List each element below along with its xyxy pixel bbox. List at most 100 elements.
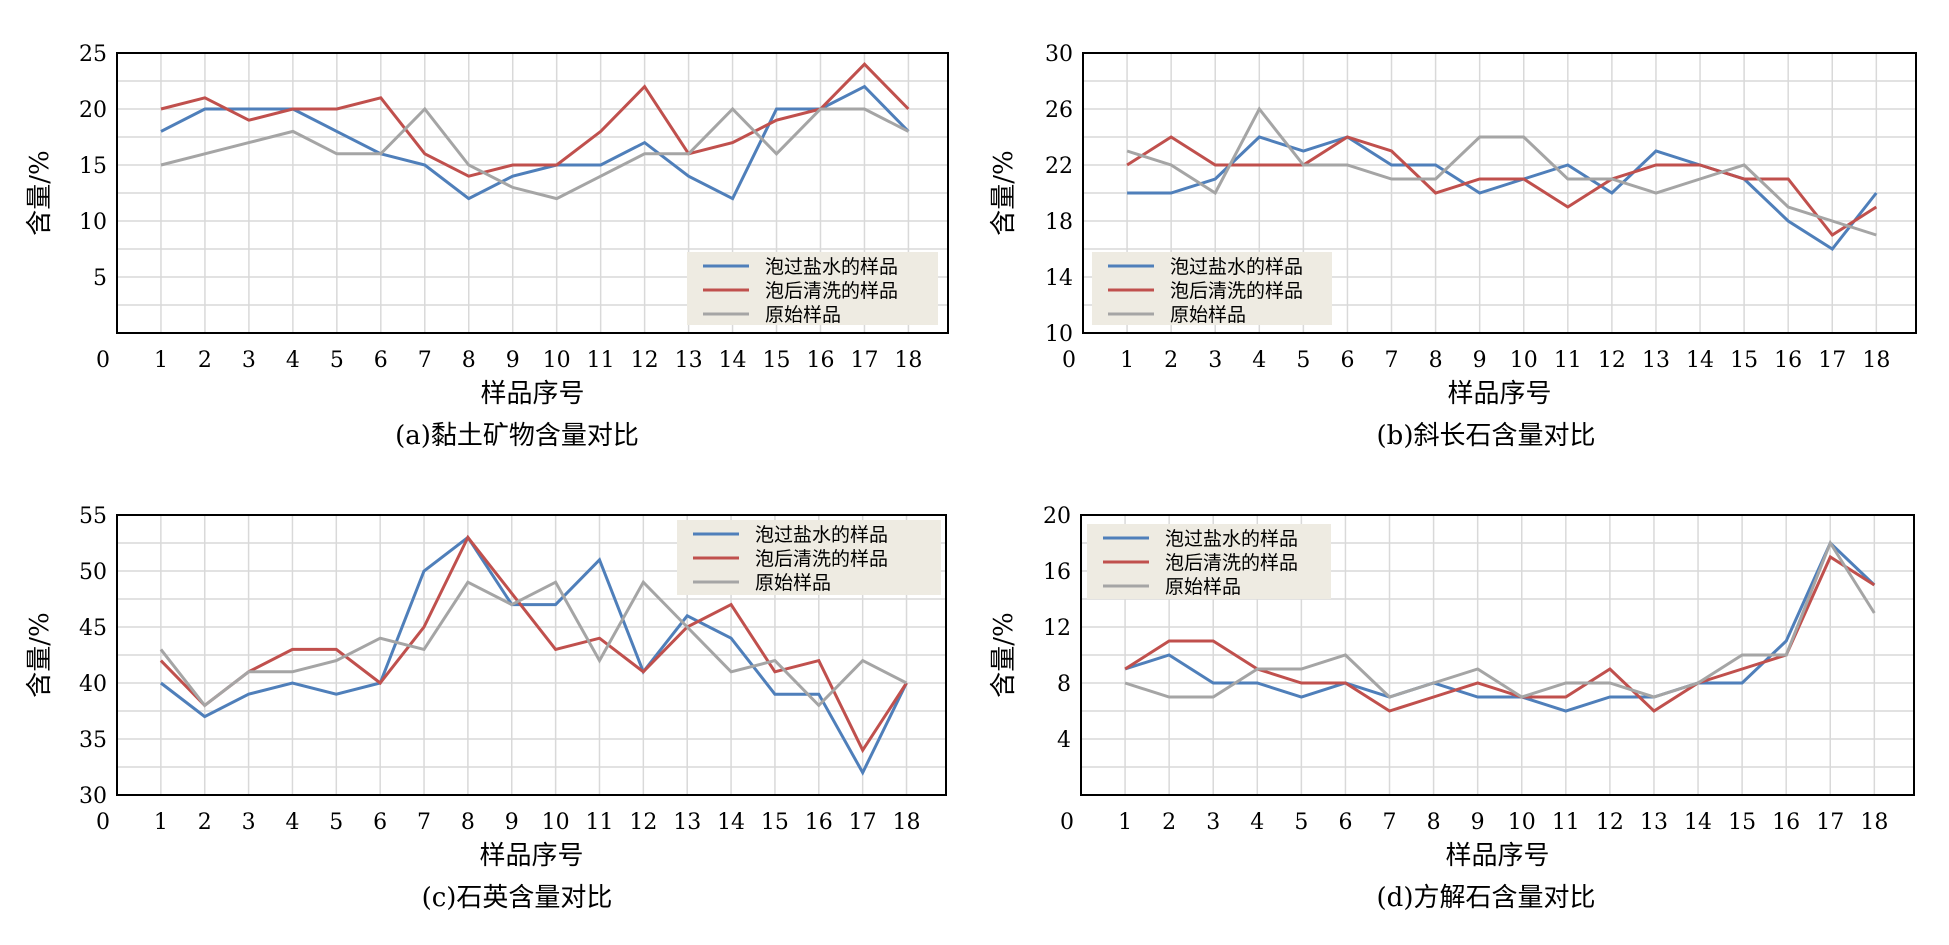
x-tick-label: 18 bbox=[1860, 810, 1888, 835]
legend-label-2: 泡后清洗的样品 bbox=[1170, 280, 1303, 302]
chart-caption: (d)方解石含量对比 bbox=[1377, 883, 1596, 913]
x-tick-label: 12 bbox=[631, 348, 659, 373]
x-tick-label: 12 bbox=[1596, 810, 1624, 835]
x-tick-label: 13 bbox=[1642, 348, 1670, 373]
x-tick-label: 6 bbox=[1338, 810, 1352, 835]
y-tick-label: 18 bbox=[1045, 210, 1073, 235]
x-tick-label: 17 bbox=[1816, 810, 1844, 835]
x-tick-label: 10 bbox=[543, 348, 571, 373]
y-tick-label: 5 bbox=[93, 266, 107, 291]
chart-caption: (b)斜长石含量对比 bbox=[1377, 421, 1596, 451]
x-tick-label: 6 bbox=[373, 810, 387, 835]
y-tick-label: 26 bbox=[1045, 98, 1073, 123]
legend-label-1: 泡过盐水的样品 bbox=[755, 524, 888, 546]
x-tick-label: 12 bbox=[629, 810, 657, 835]
legend-label-1: 泡过盐水的样品 bbox=[1170, 256, 1303, 278]
x-tick-label: 16 bbox=[806, 348, 834, 373]
y-tick-label: 8 bbox=[1057, 672, 1071, 697]
x-tick-label: 17 bbox=[850, 348, 878, 373]
x-tick-label: 17 bbox=[849, 810, 877, 835]
legend-label-2: 泡后清洗的样品 bbox=[1165, 552, 1298, 574]
x-tick-label: 13 bbox=[673, 810, 701, 835]
plot-frame bbox=[1080, 514, 1915, 796]
x-tick-label: 4 bbox=[285, 810, 299, 835]
series-line-2 bbox=[1126, 135, 1878, 237]
x-tick-label: 13 bbox=[1640, 810, 1668, 835]
y-tick-label: 55 bbox=[79, 504, 107, 529]
x-tick-label: 18 bbox=[894, 348, 922, 373]
series-line-1 bbox=[160, 84, 910, 201]
x-tick-label: 1 bbox=[1118, 810, 1132, 835]
x-tick-label: 7 bbox=[1383, 810, 1397, 835]
legend-label-2: 泡后清洗的样品 bbox=[755, 548, 888, 570]
x-tick-label: 11 bbox=[1554, 348, 1582, 373]
y-tick-label: 15 bbox=[79, 154, 107, 179]
legend-label-3: 原始样品 bbox=[1170, 304, 1246, 326]
y-axis-label: 含量/% bbox=[989, 150, 1019, 235]
x-tick-label: 15 bbox=[761, 810, 789, 835]
x-axis-label: 样品序号 bbox=[479, 841, 583, 871]
y-tick-label: 20 bbox=[1043, 504, 1071, 529]
x-tick-label: 14 bbox=[717, 810, 745, 835]
x-tick-label: 10 bbox=[1510, 348, 1538, 373]
legend-label-3: 原始样品 bbox=[755, 572, 831, 594]
x-tick-label: 4 bbox=[286, 348, 300, 373]
x-tick-label: 14 bbox=[1686, 348, 1714, 373]
x-tick-label: 16 bbox=[1772, 810, 1800, 835]
x-tick-label: 2 bbox=[198, 810, 212, 835]
y-tick-label: 25 bbox=[79, 42, 107, 67]
x-tick-label: 2 bbox=[198, 348, 212, 373]
plot-frame bbox=[116, 514, 947, 796]
x-tick-label: 13 bbox=[675, 348, 703, 373]
series-line-3 bbox=[160, 106, 910, 201]
x-tick-label: 3 bbox=[1206, 810, 1220, 835]
y-tick-label: 4 bbox=[1057, 728, 1071, 753]
x-tick-label: 8 bbox=[1427, 810, 1441, 835]
x-tick-label: 10 bbox=[542, 810, 570, 835]
x-origin-label: 0 bbox=[1060, 810, 1074, 835]
y-tick-label: 50 bbox=[79, 560, 107, 585]
series-line-2 bbox=[1124, 554, 1876, 713]
x-tick-label: 3 bbox=[1208, 348, 1222, 373]
x-axis-label: 样品序号 bbox=[1445, 841, 1549, 871]
y-tick-label: 10 bbox=[1045, 322, 1073, 347]
x-tick-label: 7 bbox=[1385, 348, 1399, 373]
x-origin-label: 0 bbox=[96, 810, 110, 835]
x-tick-label: 16 bbox=[805, 810, 833, 835]
x-tick-label: 9 bbox=[1473, 348, 1487, 373]
x-tick-label: 9 bbox=[505, 810, 519, 835]
series-line-2 bbox=[160, 62, 910, 178]
x-axis-label: 样品序号 bbox=[480, 379, 584, 409]
x-tick-label: 8 bbox=[462, 348, 476, 373]
x-tick-label: 6 bbox=[1340, 348, 1354, 373]
series-line-3 bbox=[1124, 539, 1876, 699]
series-line-3 bbox=[159, 579, 908, 708]
x-tick-label: 5 bbox=[1296, 348, 1310, 373]
x-tick-label: 11 bbox=[1552, 810, 1580, 835]
legend-label-3: 原始样品 bbox=[765, 304, 841, 326]
series-line-1 bbox=[1124, 540, 1876, 713]
x-tick-label: 1 bbox=[154, 810, 168, 835]
x-tick-label: 18 bbox=[1862, 348, 1890, 373]
x-tick-label: 3 bbox=[242, 810, 256, 835]
legend-label-1: 泡过盐水的样品 bbox=[765, 256, 898, 278]
x-tick-label: 9 bbox=[1471, 810, 1485, 835]
x-tick-label: 5 bbox=[1294, 810, 1308, 835]
x-tick-label: 11 bbox=[585, 810, 613, 835]
series-line-1 bbox=[1127, 135, 1878, 251]
legend-label-2: 泡后清洗的样品 bbox=[765, 280, 898, 302]
legend-label-1: 泡过盐水的样品 bbox=[1165, 528, 1298, 550]
y-tick-label: 16 bbox=[1043, 560, 1071, 585]
chart-caption: (c)石英含量对比 bbox=[422, 883, 613, 913]
y-axis-label: 含量/% bbox=[989, 612, 1019, 697]
x-tick-label: 15 bbox=[1730, 348, 1758, 373]
plot-frame bbox=[1082, 52, 1917, 334]
y-tick-label: 45 bbox=[79, 616, 107, 641]
x-tick-label: 5 bbox=[330, 348, 344, 373]
